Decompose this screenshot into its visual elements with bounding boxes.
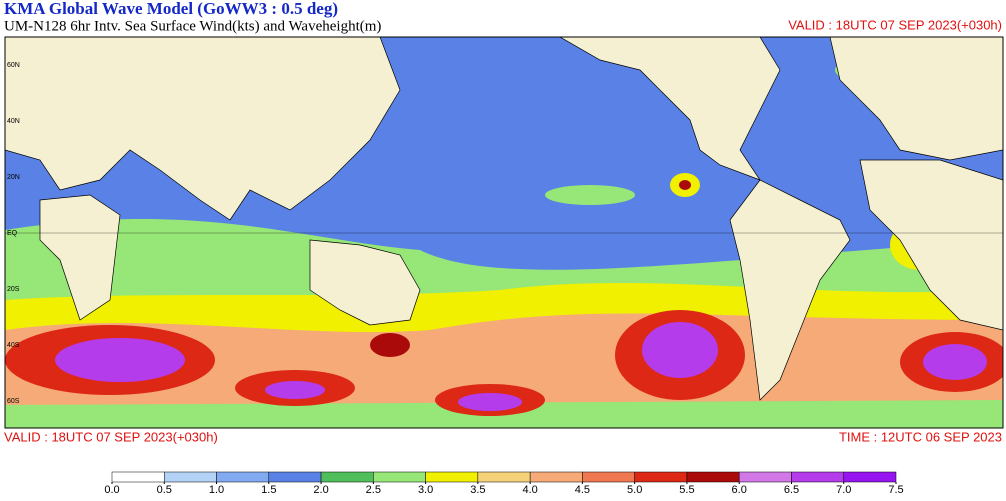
colorbar-swatch <box>582 471 635 483</box>
colorbar-tick-label: 7.0 <box>836 484 851 496</box>
colorbar-tick-label: 7.5 <box>888 484 903 496</box>
colorbar-tick-label: 0.5 <box>157 484 172 496</box>
colorbar-tick-label: 4.0 <box>522 484 537 496</box>
footer-valid: VALID : 18UTC 07 SEP 2023(+030h) <box>4 429 218 444</box>
colorbar-swatch <box>111 471 165 483</box>
subtitle: UM-N128 6hr Intv. Sea Surface Wind(kts) … <box>4 18 381 34</box>
lat-label: EQ <box>7 230 18 237</box>
colorbar-swatch <box>320 471 374 483</box>
colorbar-swatch <box>791 471 844 483</box>
colorbar-swatch <box>164 471 217 483</box>
colorbar-tick-label: 6.0 <box>732 484 747 496</box>
colorbar-swatch <box>373 471 426 483</box>
colorbar-swatch <box>843 471 897 483</box>
colorbar-swatch <box>268 471 322 483</box>
colorbar-tick-label: 3.5 <box>470 484 485 496</box>
colorbar-tick-label: 2.0 <box>313 484 328 496</box>
colorbar-swatch <box>529 471 583 483</box>
valid-time: VALID : 18UTC 07 SEP 2023(+030h) <box>788 17 1002 32</box>
colorbar-swatch <box>216 471 270 483</box>
colorbar-swatch <box>634 471 688 483</box>
colorbar-tick-label: 3.0 <box>418 484 433 496</box>
title: KMA Global Wave Model (GoWW3 : 0.5 deg) <box>4 0 338 18</box>
colorbar-swatch <box>477 471 531 483</box>
map-field <box>5 37 1003 428</box>
lat-label: 40N <box>7 118 20 125</box>
map-frame <box>4 36 1004 429</box>
colorbar-tick-label: 0.0 <box>104 484 119 496</box>
colorbar-swatch <box>425 471 479 483</box>
colorbar: 0.0 0.5 1.0 1.5 2.0 2.5 3.0 3.5 4.0 4.5 5.0 5.5 6.0 6… <box>104 471 904 496</box>
colorbar-tick-label: 4.5 <box>575 484 590 496</box>
lat-labels: 60N 40N 20N EQ 20S 40S 60S <box>7 62 20 405</box>
lat-label: 60N <box>7 62 20 69</box>
colorbar-tick-label: 1.0 <box>209 484 224 496</box>
colorbar-swatch <box>686 471 740 483</box>
colorbar-tick-label: 2.5 <box>366 484 381 496</box>
footer-time: TIME : 12UTC 06 SEP 2023 <box>839 429 1002 444</box>
colorbar-tick-label: 5.0 <box>627 484 642 496</box>
lat-label: 40S <box>7 342 20 349</box>
colorbar-swatch <box>738 471 792 483</box>
lat-label: 20S <box>7 286 20 293</box>
lat-label: 20N <box>7 174 20 181</box>
colorbar-tick-label: 1.5 <box>261 484 276 496</box>
colorbar-tick-label: 5.5 <box>679 484 694 496</box>
colorbar-tick-label: 6.5 <box>784 484 799 496</box>
lat-label: 60S <box>7 398 20 405</box>
